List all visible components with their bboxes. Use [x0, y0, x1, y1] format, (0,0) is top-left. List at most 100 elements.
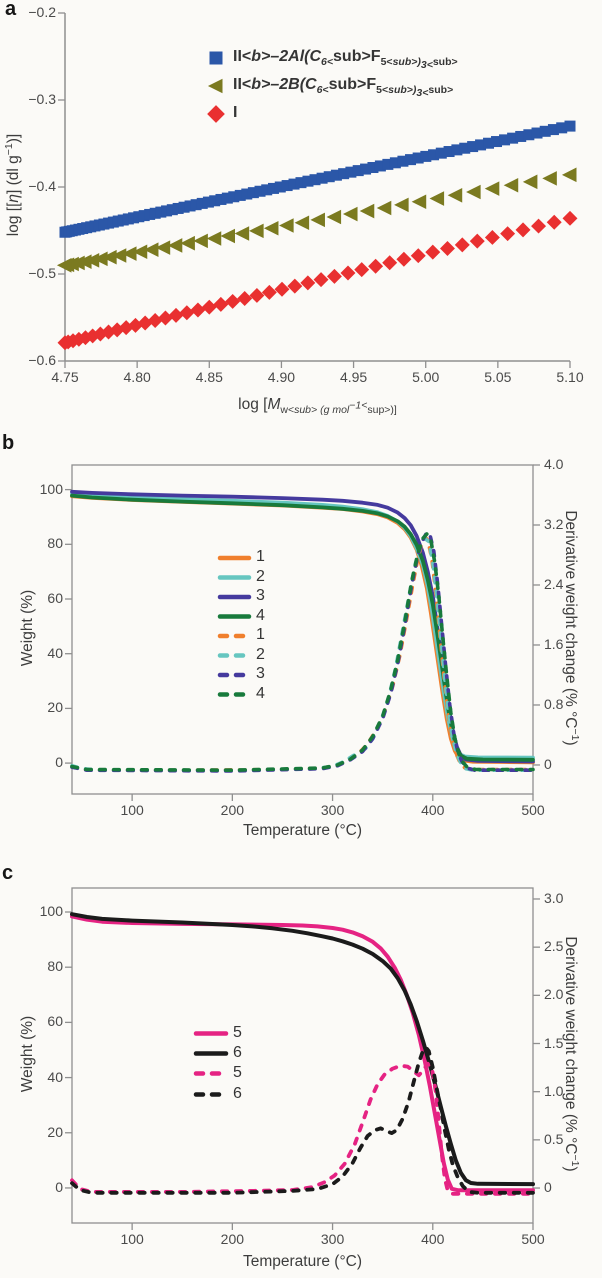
legend-label: 2	[256, 567, 265, 585]
y-tick-label: −0.3	[28, 91, 56, 107]
legend-label: 5	[233, 1023, 242, 1041]
panel-a: a 4.75 4.80 4.85 4.90 4.95 5.00 5.05 5.10 −0.2 −0…	[0, 0, 602, 430]
x-tick-label: 500	[521, 802, 545, 818]
x-tick-label: 5.05	[484, 369, 512, 385]
panel-b-chart	[65, 464, 540, 801]
y-tick-label: −0.2	[28, 4, 56, 20]
y2-tick-label: 0.8	[544, 695, 564, 712]
y-axis-title: log [[η] (dl g−1)]	[2, 133, 22, 237]
legend-label: 4	[256, 606, 265, 624]
series-1	[70, 494, 535, 765]
y2-tick-label: 0.5	[544, 1130, 564, 1147]
y2-tick-label: 4.0	[544, 456, 564, 472]
legend-label: 3	[256, 587, 265, 604]
x-tick-label: 4.85	[195, 369, 223, 385]
x-tick-label: 100	[120, 1231, 144, 1247]
axes	[58, 12, 571, 368]
axes	[65, 464, 540, 801]
y-tick-label: 20	[47, 699, 63, 716]
panel-b: b 100 200 300 400 500 0 20 40 60 80 100 0 0.8 1.6 2.4 3…	[0, 430, 602, 850]
y-tick-label: 0	[55, 754, 63, 771]
legend	[193, 1031, 229, 1097]
legend-label: II<b>–2Al(C6<sub>F5<sub>)3<sub>	[233, 48, 458, 72]
y2-axis-title: Derivative weight change (% °C−1)	[562, 509, 582, 746]
x-tick-label: 300	[320, 1231, 345, 1247]
series-5	[70, 914, 535, 1193]
x-tick-label: 300	[320, 802, 345, 818]
y-tick-label: 60	[47, 1013, 63, 1030]
series-I	[57, 210, 578, 351]
x-tick-label: 4.80	[123, 369, 151, 385]
y-tick-label: 40	[47, 644, 63, 661]
legend	[207, 51, 225, 123]
y-tick-label: 80	[47, 958, 63, 975]
x-tick-label: 100	[120, 802, 144, 818]
y2-tick-label: 0	[544, 1179, 552, 1196]
x-tick-label: 200	[220, 802, 245, 818]
series-II-2B(C6F5)3	[56, 167, 577, 273]
legend-label: 3	[256, 665, 265, 682]
legend-label: 5	[233, 1063, 242, 1081]
y-tick-label: 40	[47, 1068, 63, 1085]
legend-label: II<b>–2B(C6<sub>F5<sub>)3<sub>	[233, 76, 454, 100]
axes	[65, 887, 540, 1230]
series-1	[70, 535, 535, 772]
x-tick-label: 5.00	[412, 369, 440, 385]
series-4	[70, 493, 535, 762]
y2-tick-label: 1.6	[544, 635, 564, 652]
y-tick-label: 80	[47, 535, 63, 552]
y-tick-label: −0.6	[28, 352, 56, 368]
legend-label: I	[233, 104, 238, 121]
x-tick-label: 400	[421, 1231, 445, 1247]
y-tick-label: −0.4	[28, 178, 56, 194]
legend	[217, 555, 252, 697]
x-tick-label: 4.90	[267, 369, 296, 385]
y-tick-label: 20	[47, 1123, 63, 1140]
legend-label: 1	[256, 626, 265, 643]
panel-c: c 100 200 300 400 500 0 20 40 60 80 100 0 0.5 1.0 1.5 2…	[0, 850, 602, 1278]
series-II-2Al(C6F5)3	[59, 120, 576, 238]
y2-tick-label: 3.0	[544, 889, 564, 906]
series-2	[70, 492, 535, 760]
x-tick-label: 4.95	[339, 369, 368, 385]
y-axis-title: Weight (%)	[19, 1015, 36, 1092]
series-3	[70, 530, 535, 773]
y2-tick-label: 2.0	[544, 986, 564, 1003]
legend-label: 6	[233, 1084, 242, 1102]
series-3	[70, 489, 535, 764]
x-axis-title: Temperature (°C)	[242, 1253, 363, 1270]
legend-label: 1	[256, 548, 265, 565]
y-tick-label: 60	[47, 590, 63, 606]
y2-axis-title: Derivative weight change (% °C−1)	[562, 935, 582, 1172]
y-tick-label: 100	[39, 480, 63, 497]
x-tick-label: 5.10	[556, 369, 584, 385]
y-axis-title: Weight (%)	[19, 589, 36, 666]
x-axis-title: log [Mw<sub> (g mol−1<sup>)]	[238, 396, 397, 417]
series-5	[70, 1061, 535, 1196]
series-6	[70, 912, 535, 1187]
y2-tick-label: 0	[544, 755, 552, 772]
x-tick-label: 500	[521, 1231, 545, 1247]
y2-tick-label: 2.5	[544, 938, 564, 955]
panel-letter-a: a	[5, 0, 17, 20]
y-tick-label: 100	[39, 903, 63, 919]
y2-tick-label: 3.2	[544, 515, 564, 532]
legend-label: 4	[256, 684, 265, 702]
y-tick-label: 0	[55, 1178, 63, 1195]
y-tick-label: −0.5	[28, 265, 56, 281]
series-6	[70, 1045, 535, 1195]
legend-label: 6	[233, 1043, 242, 1061]
x-tick-label: 4.75	[51, 369, 79, 385]
y2-tick-label: 1.5	[544, 1034, 564, 1051]
panel-c-chart	[65, 887, 540, 1230]
x-tick-label: 200	[220, 1231, 245, 1247]
legend-label: 2	[256, 645, 265, 663]
y2-tick-label: 1.0	[544, 1082, 564, 1099]
x-tick-label: 400	[421, 802, 445, 818]
series-4	[70, 532, 535, 772]
y2-tick-label: 2.4	[544, 575, 564, 592]
series-2	[70, 536, 535, 772]
panel-letter-c: c	[2, 862, 14, 884]
panel-letter-b: b	[2, 432, 15, 454]
